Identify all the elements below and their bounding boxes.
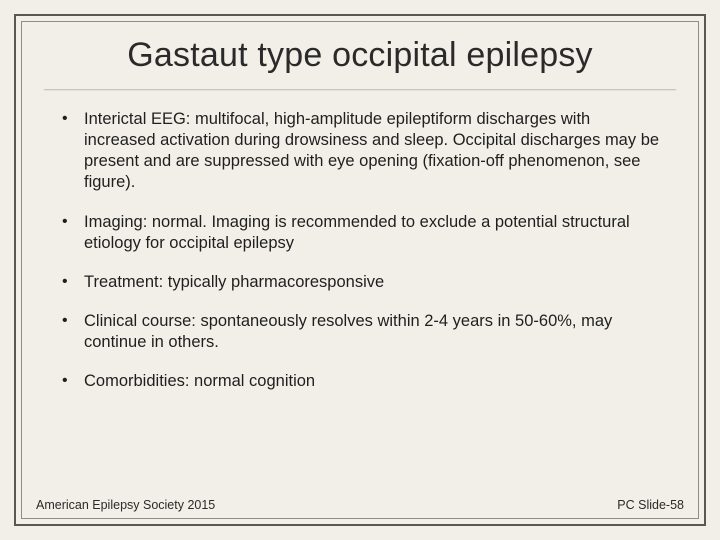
inner-frame: Gastaut type occipital epilepsy Interict… xyxy=(21,21,699,519)
slide-title: Gastaut type occipital epilepsy xyxy=(22,22,698,85)
bullet-item: Treatment: typically pharmacoresponsive xyxy=(58,272,662,293)
slide-content: Interictal EEG: multifocal, high-amplitu… xyxy=(22,91,698,392)
footer-right: PC Slide-58 xyxy=(617,498,684,512)
bullet-list: Interictal EEG: multifocal, high-amplitu… xyxy=(58,109,662,392)
bullet-item: Clinical course: spontaneously resolves … xyxy=(58,311,662,353)
slide: Gastaut type occipital epilepsy Interict… xyxy=(0,0,720,540)
bullet-item: Imaging: normal. Imaging is recommended … xyxy=(58,212,662,254)
bullet-item: Comorbidities: normal cognition xyxy=(58,371,662,392)
footer-left: American Epilepsy Society 2015 xyxy=(36,498,215,512)
outer-frame: Gastaut type occipital epilepsy Interict… xyxy=(14,14,706,526)
bullet-item: Interictal EEG: multifocal, high-amplitu… xyxy=(58,109,662,193)
